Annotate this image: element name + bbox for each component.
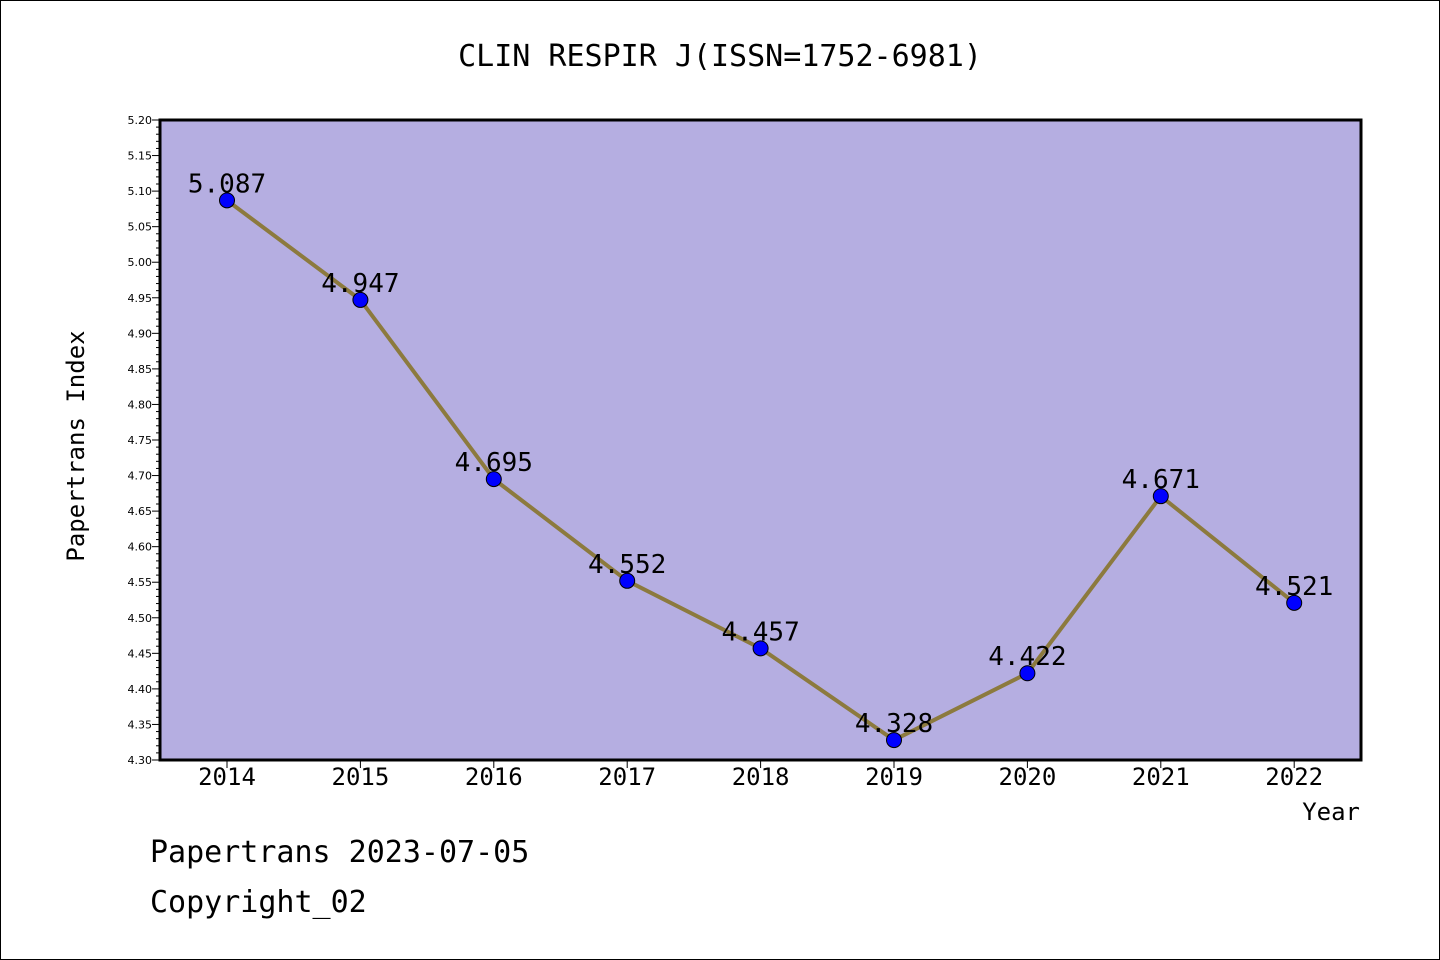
data-label: 5.087	[188, 169, 266, 199]
x-tick-label: 2019	[865, 763, 923, 791]
y-tick-label: 5.20	[128, 114, 153, 127]
data-label: 4.422	[988, 642, 1066, 672]
y-tick-label: 4.95	[128, 292, 153, 305]
y-tick-label: 4.70	[128, 470, 153, 483]
data-label: 4.552	[588, 550, 666, 580]
data-point	[219, 192, 235, 209]
y-tick-label: 5.00	[128, 256, 153, 269]
y-tick-label: 5.05	[128, 221, 153, 234]
data-label: 4.521	[1255, 572, 1333, 602]
x-tick-label: 2015	[332, 763, 390, 791]
data-point	[485, 471, 502, 488]
x-tick-label: 2021	[1132, 763, 1190, 791]
data-labels: 5.087 4.947 4.695 4.552 4.457 4.328 4.422 4.671…	[188, 169, 1333, 739]
y-axis: 4.30 4.35 4.40 4.45 4.50 4.55 4.60 4.65 4.70 4.75…	[128, 114, 160, 767]
data-label: 4.947	[321, 269, 399, 299]
data-point	[1019, 665, 1036, 682]
y-tick-label: 5.15	[128, 150, 153, 163]
x-axis-label: Year	[1302, 798, 1360, 826]
series-markers	[219, 192, 1303, 749]
data-point	[352, 291, 369, 308]
y-tick-label: 4.75	[128, 434, 153, 447]
data-label: 4.671	[1122, 465, 1200, 495]
y-tick-label: 5.10	[128, 185, 153, 198]
y-tick-label: 4.50	[128, 612, 153, 625]
data-point	[1152, 488, 1169, 505]
x-tick-label: 2014	[198, 763, 256, 791]
plot-border	[158, 118, 1363, 762]
data-label: 4.328	[855, 709, 933, 739]
x-tick-label: 2016	[465, 763, 523, 791]
footer-copyright: Copyright_02	[150, 885, 367, 920]
footer-date: Papertrans 2023-07-05	[150, 835, 530, 870]
x-tick-label: 2018	[732, 763, 790, 791]
x-tick-label: 2020	[999, 763, 1057, 791]
x-axis: 2014 2015 2016 2017 2018 2019 2020 2021 2022	[198, 760, 1323, 791]
plot-area	[160, 120, 1361, 760]
y-tick-label: 4.80	[128, 398, 153, 411]
data-point	[752, 640, 769, 657]
y-tick-label: 4.30	[128, 754, 153, 767]
chart-title: CLIN RESPIR J(ISSN=1752-6981)	[458, 39, 982, 74]
y-tick-label: 4.65	[128, 505, 153, 518]
y-axis-label: Papertrans Index	[62, 330, 90, 561]
data-point	[1286, 594, 1303, 611]
data-label: 4.457	[721, 617, 799, 647]
y-tick-label: 4.35	[128, 718, 153, 731]
y-tick-label: 4.55	[128, 576, 153, 589]
x-tick-label: 2017	[598, 763, 656, 791]
data-label: 4.695	[455, 448, 533, 478]
data-point	[619, 572, 636, 589]
y-tick-label: 4.85	[128, 363, 153, 376]
y-tick-label: 4.90	[128, 327, 153, 340]
y-tick-label: 4.45	[128, 647, 153, 660]
x-tick-label: 2022	[1265, 763, 1323, 791]
data-point	[886, 732, 902, 749]
y-tick-label: 4.60	[128, 541, 153, 554]
y-tick-label: 4.40	[128, 683, 153, 696]
